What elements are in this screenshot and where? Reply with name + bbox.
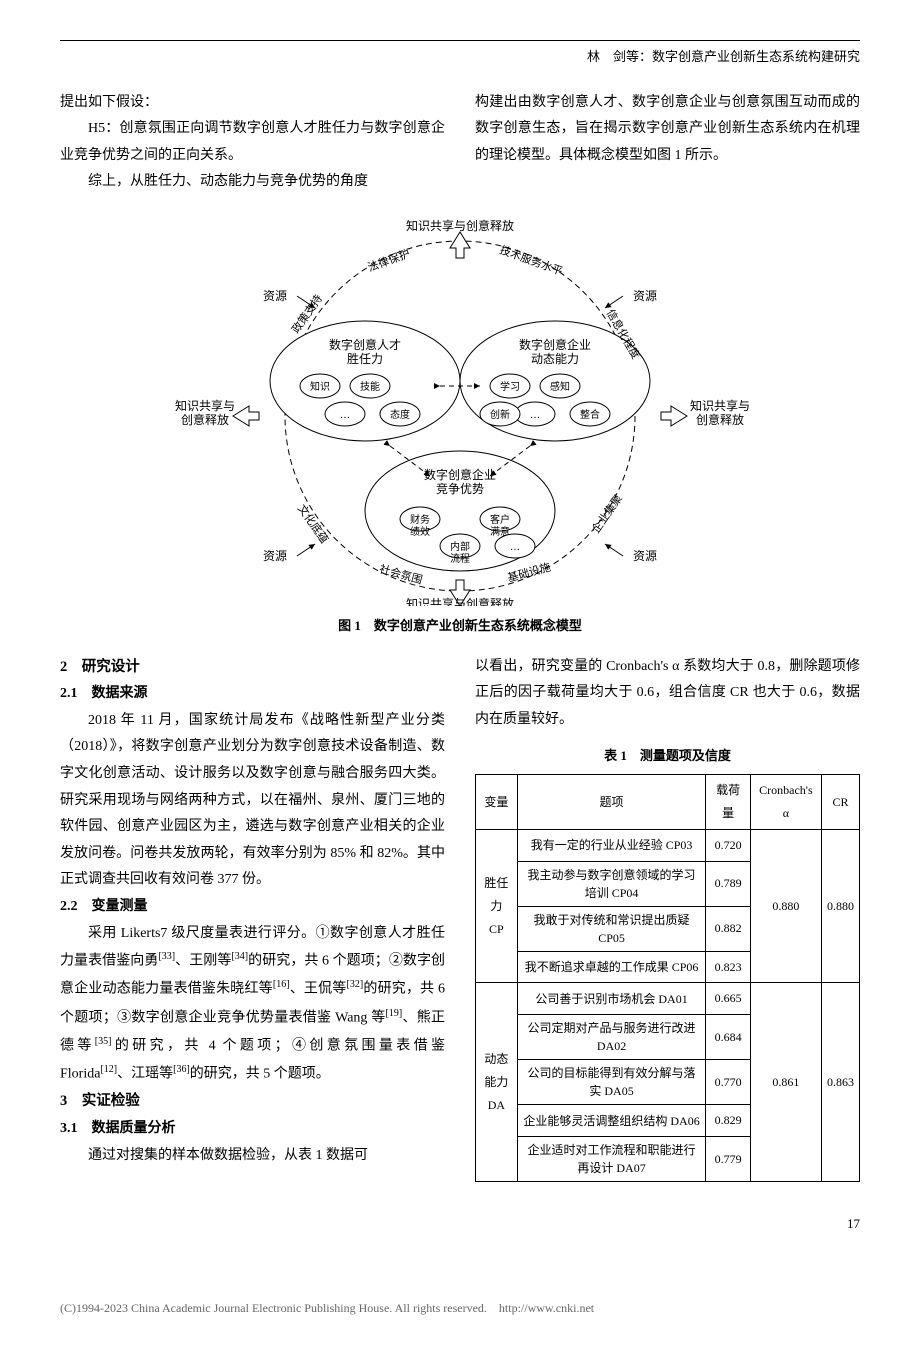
var-cell: 动态能力DA xyxy=(476,983,518,1182)
table-header: 题项 xyxy=(517,775,706,830)
item-cell: 企业适时对工作流程和职能进行再设计 DA07 xyxy=(517,1137,706,1182)
svg-text:创新: 创新 xyxy=(490,408,510,421)
load-cell: 0.684 xyxy=(706,1015,750,1060)
svg-text:资源: 资源 xyxy=(633,549,657,563)
alpha-cell: 0.861 xyxy=(750,983,821,1182)
sec2-head: 2 研究设计 xyxy=(60,654,445,682)
ref: [36] xyxy=(173,1064,190,1075)
ref: [19] xyxy=(385,1008,402,1019)
load-cell: 0.665 xyxy=(706,983,750,1015)
sec2-2-head: 2.2 变量测量 xyxy=(60,894,445,921)
svg-text:技术服务水平: 技术服务水平 xyxy=(498,243,564,278)
sec2-1-p: 2018 年 11 月，国家统计局发布《战略性新型产业分类（2018）》，将数字… xyxy=(60,708,445,894)
load-cell: 0.770 xyxy=(706,1060,750,1105)
table-header: 变量 xyxy=(476,775,518,830)
svg-text:文化底蕴: 文化底蕴 xyxy=(295,502,332,546)
sec3-right-p: 以看出，研究变量的 Cronbach's α 系数均大于 0.8，删除题项修正后… xyxy=(475,654,860,734)
svg-text:社会氛围: 社会氛围 xyxy=(378,562,424,587)
ref: [34] xyxy=(231,951,248,962)
item-cell: 公司善于识别市场机会 DA01 xyxy=(517,983,706,1015)
svg-text:知识共享与创意释放: 知识共享与创意释放 xyxy=(690,398,750,427)
table-header: 载荷量 xyxy=(706,775,750,830)
svg-text:整合: 整合 xyxy=(580,408,600,421)
footer-copyright: (C)1994-2023 China Academic Journal Elec… xyxy=(60,1297,860,1320)
ref: [12] xyxy=(100,1064,117,1075)
load-cell: 0.789 xyxy=(706,861,750,906)
sec3-1-head: 3.1 数据质量分析 xyxy=(60,1116,445,1143)
load-cell: 0.779 xyxy=(706,1137,750,1182)
sec2-1-head: 2.1 数据来源 xyxy=(60,681,445,708)
item-cell: 我不断追求卓越的工作成果 CP06 xyxy=(517,951,706,983)
intro-p4: 构建出由数字创意人才、数字创意企业与创意氛围互动而成的数字创意生态，旨在揭示数字… xyxy=(475,90,860,170)
table-header: CR xyxy=(821,775,859,830)
svg-text:知识共享与创意释放: 知识共享与创意释放 xyxy=(175,398,235,427)
figure-1-caption: 图 1 数字创意产业创新生态系统概念模型 xyxy=(60,614,860,639)
intro-p1: 提出如下假设： xyxy=(60,90,445,117)
table-row: 胜任力CP我有一定的行业从业经验 CP030.7200.8800.880 xyxy=(476,829,860,861)
item-cell: 公司定期对产品与服务进行改进 DA02 xyxy=(517,1015,706,1060)
intro-p3: 综上，从胜任力、动态能力与竞争优势的角度 xyxy=(60,169,445,196)
item-cell: 公司的目标能得到有效分解与落实 DA05 xyxy=(517,1060,706,1105)
item-cell: 我主动参与数字创意领域的学习培训 CP04 xyxy=(517,861,706,906)
ref: [35] xyxy=(95,1036,112,1047)
load-cell: 0.720 xyxy=(706,829,750,861)
page-number: 17 xyxy=(60,1212,860,1237)
svg-text:知识共享与创意释放: 知识共享与创意释放 xyxy=(406,218,514,233)
cr-cell: 0.880 xyxy=(821,829,859,983)
sec3-head: 3 实证检验 xyxy=(60,1088,445,1116)
t: 、王侃等 xyxy=(290,982,347,997)
table-row: 动态能力DA公司善于识别市场机会 DA010.6650.8610.863 xyxy=(476,983,860,1015)
t: 的研究，共 5 个题项。 xyxy=(190,1067,330,1082)
ref: [32] xyxy=(347,979,364,990)
ref: [33] xyxy=(158,951,175,962)
svg-text:感知: 感知 xyxy=(550,380,570,393)
svg-text:…: … xyxy=(510,542,520,553)
load-cell: 0.829 xyxy=(706,1105,750,1137)
figure-1-svg: 数字创意人才胜任力知识技能…态度数字创意企业动态能力学习感知…创新整合数字创意企… xyxy=(150,216,770,606)
svg-text:财务绩效: 财务绩效 xyxy=(410,513,430,538)
svg-text:法律保护: 法律保护 xyxy=(366,246,412,274)
svg-text:基础设施: 基础设施 xyxy=(506,561,552,585)
svg-text:态度: 态度 xyxy=(390,408,410,421)
t: 、江瑶等 xyxy=(117,1067,173,1082)
svg-text:客户满意: 客户满意 xyxy=(490,513,510,538)
cr-cell: 0.863 xyxy=(821,983,859,1182)
svg-text:内部流程: 内部流程 xyxy=(450,540,470,565)
table-1: 变量题项载荷量Cronbach's αCR胜任力CP我有一定的行业从业经验 CP… xyxy=(475,774,860,1182)
table1-caption: 表 1 测量题项及信度 xyxy=(475,744,860,769)
svg-text:资源: 资源 xyxy=(633,289,657,303)
svg-text:…: … xyxy=(530,410,540,421)
sec2-2-p: 采用 Likerts7 级尺度量表进行评分。①数字创意人才胜任力量表借鉴向勇[3… xyxy=(60,921,445,1089)
svg-text:企业集聚: 企业集聚 xyxy=(588,492,625,536)
svg-text:学习: 学习 xyxy=(500,380,520,393)
svg-text:技能: 技能 xyxy=(360,380,380,393)
running-head: 林 剑等：数字创意产业创新生态系统构建研究 xyxy=(60,45,860,70)
alpha-cell: 0.880 xyxy=(750,829,821,983)
var-cell: 胜任力CP xyxy=(476,829,518,983)
svg-text:知识: 知识 xyxy=(310,380,330,393)
t: 、王刚等 xyxy=(175,954,231,969)
ref: [16] xyxy=(273,979,290,990)
svg-text:资源: 资源 xyxy=(263,549,287,563)
sec3-1-p: 通过对搜集的样本做数据检验，从表 1 数据可 xyxy=(60,1143,445,1170)
load-cell: 0.882 xyxy=(706,906,750,951)
intro-columns: 提出如下假设： H5：创意氛围正向调节数字创意人才胜任力与数字创意企业竞争优势之… xyxy=(60,90,860,196)
figure-1: 数字创意人才胜任力知识技能…态度数字创意企业动态能力学习感知…创新整合数字创意企… xyxy=(60,216,860,639)
item-cell: 企业能够灵活调整组织结构 DA06 xyxy=(517,1105,706,1137)
intro-p2: H5：创意氛围正向调节数字创意人才胜任力与数字创意企业竞争优势之间的正向关系。 xyxy=(60,116,445,169)
item-cell: 我敢于对传统和常识提出质疑 CP05 xyxy=(517,906,706,951)
svg-text:资源: 资源 xyxy=(263,289,287,303)
header-rule xyxy=(60,40,860,41)
load-cell: 0.823 xyxy=(706,951,750,983)
table-header: Cronbach's α xyxy=(750,775,821,830)
svg-text:知识共享与创意释放: 知识共享与创意释放 xyxy=(406,596,514,606)
svg-text:…: … xyxy=(340,410,350,421)
body-columns: 2 研究设计 2.1 数据来源 2018 年 11 月，国家统计局发布《战略性新… xyxy=(60,654,860,1182)
item-cell: 我有一定的行业从业经验 CP03 xyxy=(517,829,706,861)
